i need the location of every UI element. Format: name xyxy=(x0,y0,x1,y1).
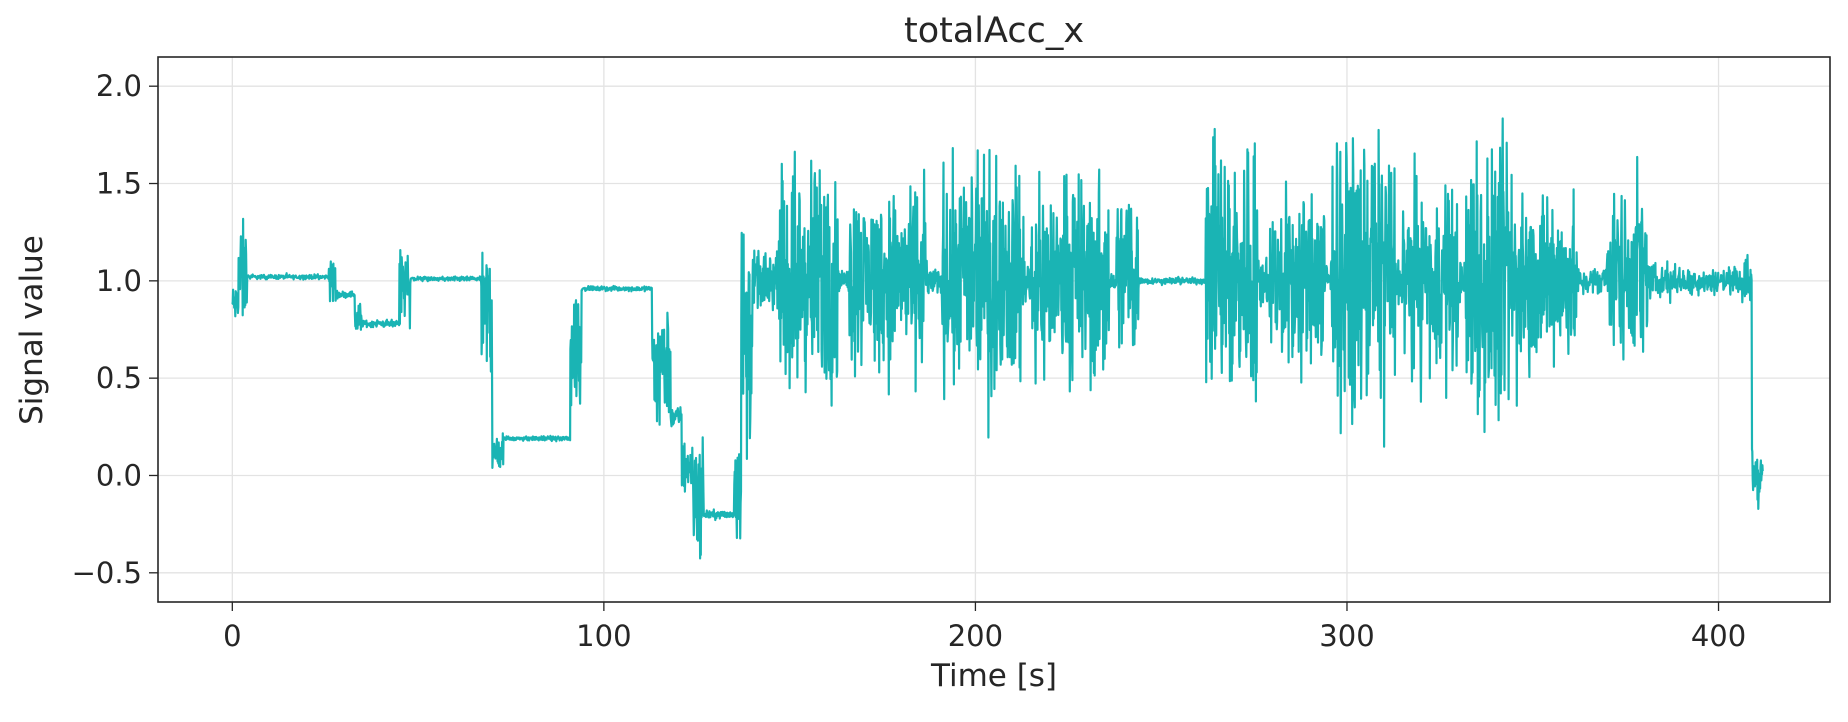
series-layer xyxy=(231,117,1764,560)
y-tick-label: 0.5 xyxy=(96,361,142,395)
y-axis-label: Signal value xyxy=(14,235,50,425)
x-tick-label: 300 xyxy=(1319,619,1374,653)
x-tick-label: 400 xyxy=(1691,619,1746,653)
plot-frame xyxy=(157,56,1831,603)
chart-title: totalAcc_x xyxy=(904,11,1084,51)
x-axis-ticks: 0 100 200 300 400 xyxy=(223,602,1746,653)
y-tick-label: 1.0 xyxy=(96,264,142,298)
y-tick-label: 0.0 xyxy=(96,458,142,492)
y-tick-label: −0.5 xyxy=(72,556,142,590)
x-tick-label: 200 xyxy=(948,619,1003,653)
x-tick-label: 0 xyxy=(223,619,241,653)
x-tick-label: 100 xyxy=(576,619,631,653)
y-tick-label: 2.0 xyxy=(96,69,142,103)
y-tick-label: 1.5 xyxy=(96,167,142,201)
y-axis-ticks: −0.5 0.0 0.5 1.0 1.5 2.0 xyxy=(72,69,158,590)
x-axis-label: Time [s] xyxy=(930,658,1057,694)
series-line xyxy=(231,117,1764,560)
